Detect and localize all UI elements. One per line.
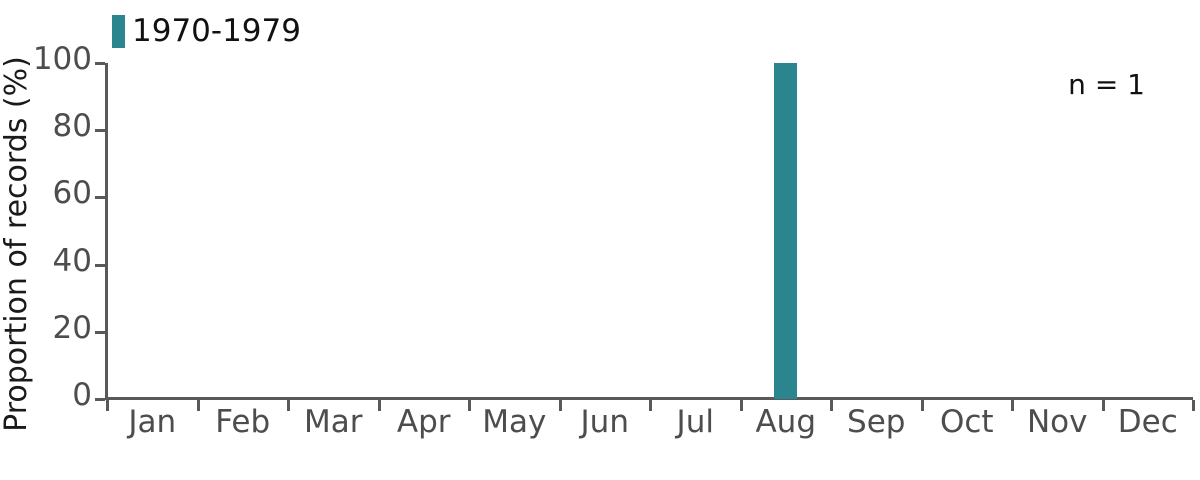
x-axis-line [105, 397, 1193, 400]
chart-legend: 1970-1979 [112, 12, 301, 50]
y-axis-tick [95, 263, 105, 267]
legend-swatch-1970-1979 [112, 14, 125, 48]
x-axis-tick [558, 400, 562, 411]
sample-size-annotation: n = 1 [1068, 68, 1145, 101]
x-axis-tick-label: Aug [755, 404, 817, 440]
y-axis-tick [95, 330, 105, 334]
y-axis-tick [95, 62, 105, 65]
y-axis-tick-label: 20 [52, 309, 92, 346]
x-axis-tick [920, 400, 924, 411]
y-axis-tick [95, 129, 105, 133]
y-axis-tick-label: 60 [52, 175, 92, 212]
legend-label-1970-1979: 1970-1979 [132, 12, 301, 49]
x-axis-tick-label: May [482, 404, 547, 440]
x-axis-tick [649, 400, 652, 411]
x-axis-tick [377, 400, 381, 411]
y-axis-tick-label: 80 [52, 108, 92, 145]
x-axis-tick [468, 400, 471, 411]
x-axis-tick-label: Jan [128, 404, 177, 440]
x-axis-tick [1101, 400, 1105, 411]
x-axis-tick-label: Jun [580, 404, 629, 440]
x-axis-tick-label: Feb [215, 404, 271, 440]
x-axis-tick [1192, 400, 1195, 411]
x-axis-tick [287, 400, 290, 411]
y-axis-line [105, 63, 108, 400]
x-axis-tick [196, 400, 200, 411]
x-axis-tick [1011, 400, 1014, 411]
x-axis-tick-label: Dec [1117, 404, 1178, 440]
bar-aug [774, 63, 798, 399]
x-axis-tick-label: Jul [676, 404, 714, 440]
x-axis-tick [106, 400, 109, 411]
x-axis-tick-label: Nov [1026, 404, 1088, 440]
y-axis-tick [95, 196, 105, 200]
x-axis-tick-label: Apr [396, 404, 451, 440]
y-axis-tick-label: 40 [52, 242, 92, 279]
x-axis-tick-label: Mar [304, 404, 363, 440]
x-axis-tick [739, 400, 743, 411]
y-axis-tick [95, 398, 105, 401]
x-axis-tick [830, 400, 833, 411]
x-axis-tick-label: Sep [847, 404, 906, 440]
x-axis-tick-label: Oct [939, 404, 994, 440]
bars-layer [107, 63, 1193, 399]
y-axis-tick-label: 0 [72, 377, 92, 413]
y-axis-tick-label: 100 [32, 41, 92, 77]
